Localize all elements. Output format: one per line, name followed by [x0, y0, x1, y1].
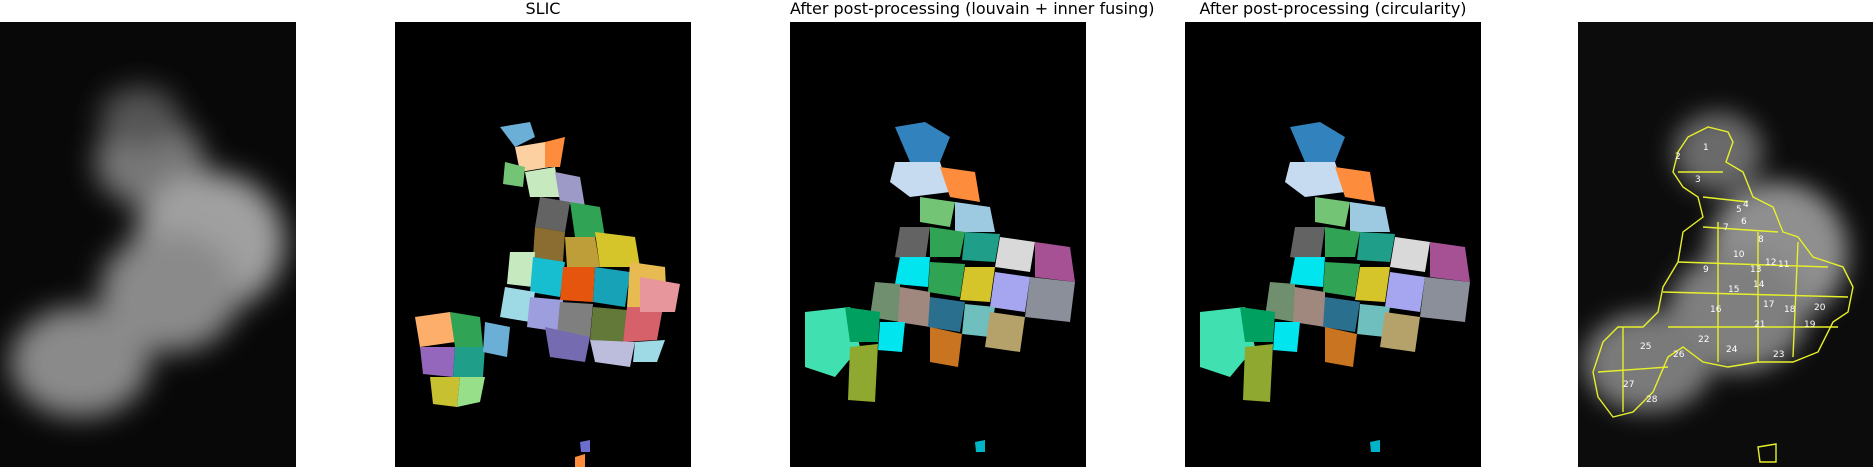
circularity-panel [1185, 22, 1481, 467]
louvain-title: After post-processing (louvain + inner f… [790, 0, 1155, 18]
segment-label: 1 [1703, 143, 1709, 153]
segment-label: 24 [1726, 345, 1738, 355]
segment-label: 21 [1754, 320, 1765, 330]
raw-image-panel [0, 22, 296, 467]
segment-contours [1592, 126, 1854, 463]
segment-label: 15 [1728, 285, 1739, 295]
circularity-regions [1200, 122, 1470, 452]
segment-label: 13 [1750, 265, 1761, 275]
segment-label: 16 [1710, 305, 1722, 315]
segment-label: 10 [1733, 250, 1745, 260]
segment-label: 22 [1698, 335, 1709, 345]
segment-label: 14 [1753, 280, 1765, 290]
segment-label: 26 [1673, 350, 1685, 360]
segment-label: 3 [1695, 175, 1701, 185]
louvain-regions [805, 122, 1075, 452]
segment-label: 6 [1741, 217, 1747, 227]
segment-label: 11 [1778, 260, 1789, 270]
segment-label: 4 [1743, 200, 1749, 210]
segment-label: 17 [1763, 300, 1774, 310]
segment-label: 2 [1675, 152, 1681, 162]
slic-panel [395, 22, 691, 467]
segment-label: 20 [1814, 303, 1826, 313]
segment-label: 8 [1758, 235, 1764, 245]
slic-title: SLIC [525, 0, 561, 18]
segment-label: 7 [1723, 223, 1729, 233]
circularity-segmentation [1185, 22, 1481, 467]
louvain-panel [790, 22, 1086, 467]
overlay-panel: 1 2 3 4 5 6 7 8 9 10 11 12 13 14 15 16 17 18 19 20 21 22 23 24 2… [1578, 22, 1873, 467]
louvain-segmentation [790, 22, 1086, 467]
segment-label: 9 [1703, 265, 1709, 275]
segment-label: 23 [1773, 350, 1784, 360]
segment-label: 25 [1640, 342, 1651, 352]
segment-label: 5 [1736, 205, 1742, 215]
segment-label: 27 [1623, 380, 1634, 390]
raw-image [0, 22, 296, 467]
segment-label: 19 [1804, 320, 1816, 330]
slic-segmentation [395, 22, 691, 467]
slic-superpixels [415, 122, 680, 467]
segment-label: 18 [1784, 305, 1796, 315]
circularity-title: After post-processing (circularity) [1199, 0, 1467, 18]
segment-label: 12 [1765, 258, 1776, 268]
segment-label: 28 [1646, 395, 1658, 405]
